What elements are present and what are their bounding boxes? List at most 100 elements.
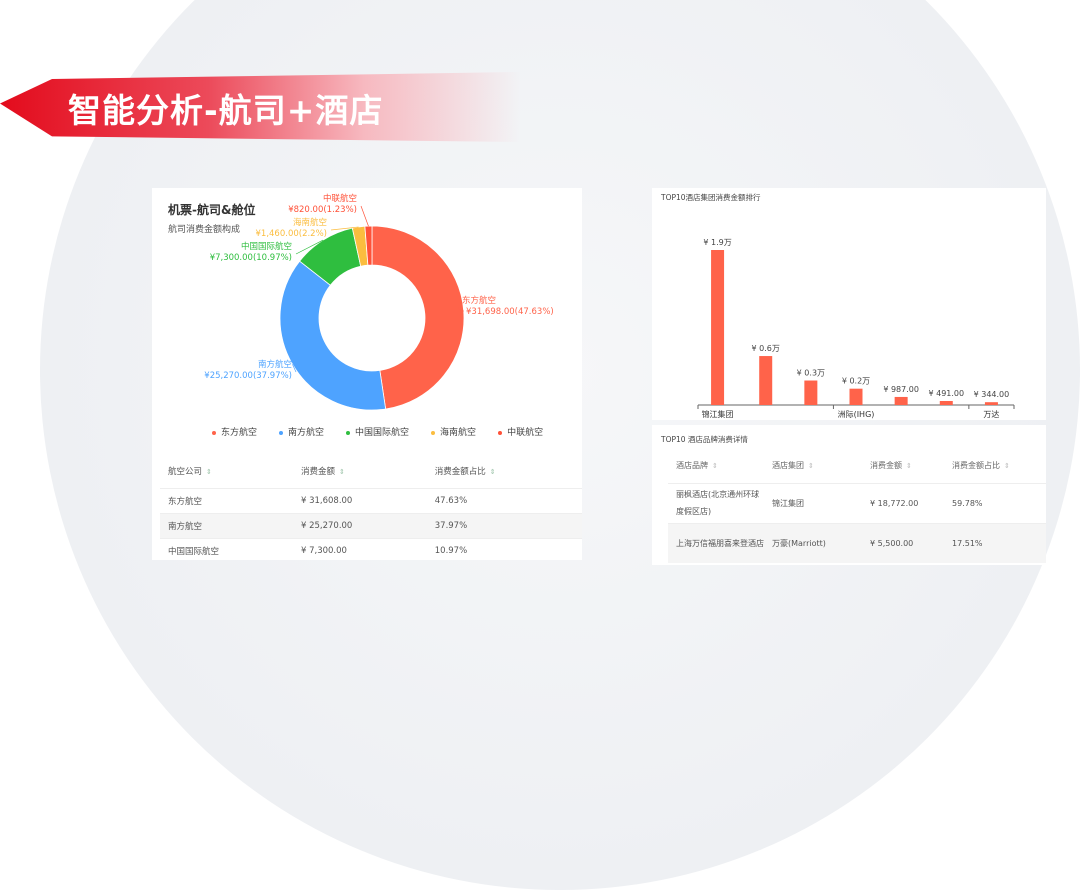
cell: 中国国际航空 xyxy=(160,537,293,563)
legend-item[interactable]: 中国国际航空 xyxy=(346,425,409,438)
label-leader-line xyxy=(295,239,324,255)
label-leader-line xyxy=(292,364,297,373)
slice-name-label: 中联航空 xyxy=(323,193,357,204)
table-title: TOP10 酒店品牌消费详情 xyxy=(661,435,748,444)
bar-data-label: ¥ 0.6万 xyxy=(752,344,780,353)
donut-slice[interactable] xyxy=(364,225,373,266)
page-title: 智能分析-航司+酒店 xyxy=(68,91,384,130)
header-label: 航空公司 xyxy=(168,466,203,477)
bar-data-label: ¥ 491.00 xyxy=(928,389,964,398)
x-tick-label: 锦江集团 xyxy=(702,409,734,419)
bar-data-label: ¥ 0.2万 xyxy=(842,377,870,386)
bar-data-label: ¥ 0.3万 xyxy=(797,369,825,378)
sort-icon[interactable]: ⇕ xyxy=(712,462,718,471)
airline-card: 机票-航司&舱位 航司消费金额构成 东方航空 ¥31,698.00(47.63%)… xyxy=(152,188,582,563)
hotel-group-chart-card: TOP10酒店集团消费金额排行 ¥ 1.9万 锦江集团 ¥ 0.6万 ¥ 0.3万 ¥ … xyxy=(652,188,1046,420)
slice-name-label: 南方航空 xyxy=(258,359,292,370)
table-row[interactable]: 南方航空 ¥ 25,270.00 37.97% xyxy=(160,512,582,538)
slice-name-label: 海南航空 xyxy=(293,217,327,228)
cell: 万豪(Marriott) xyxy=(764,522,862,563)
donut-slice[interactable] xyxy=(279,260,387,411)
legend-dot-icon xyxy=(346,430,351,435)
legend-dot-icon xyxy=(279,430,284,435)
legend-dot-icon xyxy=(431,430,436,435)
hotel-brand-card: TOP10 酒店品牌消费详情 酒店品牌 ⇕ 酒店集团 ⇕ 消费金额 ⇕ 消费金额占比 ⇕… xyxy=(652,425,1046,565)
sort-icon[interactable]: ⇕ xyxy=(906,462,912,471)
bar[interactable] xyxy=(849,388,863,405)
bar-data-label: ¥ 987.00 xyxy=(883,385,919,394)
slice-value-label: ¥25,270.00(37.97%) xyxy=(204,371,292,381)
hotel-table: 酒店品牌 ⇕ 酒店集团 ⇕ 消费金额 ⇕ 消费金额占比 ⇕ 丽枫酒店(北京通州环球度假区… xyxy=(668,449,1046,563)
legend-item[interactable]: 南方航空 xyxy=(279,425,324,438)
table-row[interactable]: 东方航空 ¥ 31,608.00 47.63% xyxy=(160,487,582,513)
header-label: 消费金额占比 xyxy=(952,461,1000,471)
column-header[interactable]: 酒店品牌 ⇕ xyxy=(668,449,764,483)
chart-title: TOP10酒店集团消费金额排行 xyxy=(661,193,761,202)
legend-item[interactable]: 东方航空 xyxy=(212,425,257,438)
legend-item[interactable]: 海南航空 xyxy=(431,425,476,438)
cell: ¥ 7,300.00 xyxy=(292,537,427,563)
cell: ¥ 18,772.00 xyxy=(862,482,944,523)
sort-icon[interactable]: ⇕ xyxy=(1004,462,1010,471)
slice-name-label: 中国国际航空 xyxy=(241,241,292,252)
legend-item[interactable]: 中联航空 xyxy=(498,425,543,438)
cell: 东方航空 xyxy=(160,487,293,513)
slice-name-label: 东方航空 xyxy=(462,295,496,306)
column-header[interactable]: 消费金额占比 ⇕ xyxy=(427,454,582,488)
header-label: 消费金额占比 xyxy=(434,466,486,477)
bar[interactable] xyxy=(759,356,773,405)
bar-data-label: ¥ 1.9万 xyxy=(703,238,731,247)
x-tick-label: 万达 xyxy=(983,409,999,419)
bar[interactable] xyxy=(804,380,818,405)
bar[interactable] xyxy=(984,402,998,405)
legend-label: 海南航空 xyxy=(440,428,477,438)
donut-slice[interactable] xyxy=(371,225,465,410)
column-header[interactable]: 酒店集团 ⇕ xyxy=(764,449,862,483)
bar[interactable] xyxy=(711,250,725,405)
cell: 南方航空 xyxy=(160,512,293,538)
banner xyxy=(0,72,520,142)
cell: 10.97% xyxy=(426,537,582,563)
cell: 上海万信福朋喜来登酒店 xyxy=(668,522,764,563)
column-header[interactable]: 消费金额 ⇕ xyxy=(862,449,944,483)
cell: ¥ 25,270.00 xyxy=(292,512,427,538)
cell: 47.63% xyxy=(426,487,582,513)
bar-data-label: ¥ 344.00 xyxy=(974,390,1010,399)
bar[interactable] xyxy=(894,396,908,405)
label-leader-line xyxy=(360,205,369,227)
cell: 37.97% xyxy=(426,512,582,538)
cell: ¥ 5,500.00 xyxy=(862,522,944,563)
legend-dot-icon xyxy=(212,430,216,435)
label-leader-line xyxy=(457,307,464,312)
legend-label: 南方航空 xyxy=(288,428,325,438)
table-row[interactable]: 中国国际航空 ¥ 7,300.00 10.97% xyxy=(160,537,582,563)
card-title: 机票-航司&舱位 xyxy=(168,203,256,217)
cell: 丽枫酒店(北京通州环球度假区店) xyxy=(668,482,764,523)
header-label: 消费金额 xyxy=(870,461,902,471)
chart-legend: 东方航空 南方航空 中国国际航空 海南航空 中联航空 xyxy=(212,425,543,438)
slice-value-label: ¥31,698.00(47.63%) xyxy=(466,307,554,317)
slice-value-label: ¥1,460.00(2.2%) xyxy=(256,229,328,239)
sort-icon[interactable]: ⇕ xyxy=(808,462,814,471)
donut-chart: 东方航空¥31,698.00(47.63%) 南方航空¥25,270.00(37.… xyxy=(204,193,554,411)
label-leader-line xyxy=(330,226,359,231)
cell: 锦江集团 xyxy=(764,482,862,523)
legend-label: 中联航空 xyxy=(507,428,544,438)
column-header[interactable]: 消费金额占比 ⇕ xyxy=(944,449,1046,483)
sort-icon[interactable]: ⇕ xyxy=(206,467,212,476)
bar[interactable] xyxy=(939,400,953,405)
table-row[interactable]: 上海万信福朋喜来登酒店 万豪(Marriott) ¥ 5,500.00 17.51% xyxy=(668,522,1046,563)
column-header[interactable]: 航空公司 ⇕ xyxy=(160,454,293,488)
x-tick-label: 洲际(IHG) xyxy=(838,410,875,419)
sort-icon[interactable]: ⇕ xyxy=(338,467,345,476)
header-label: 酒店集团 xyxy=(772,461,804,471)
header-label: 消费金额 xyxy=(300,466,335,477)
table-row[interactable]: 丽枫酒店(北京通州环球度假区店) 锦江集团 ¥ 18,772.00 59.78% xyxy=(668,482,1046,523)
legend-label: 中国国际航空 xyxy=(355,428,410,438)
card-subtitle: 航司消费金额构成 xyxy=(168,225,241,235)
slice-value-label: ¥820.00(1.23%) xyxy=(288,205,357,215)
column-header[interactable]: 消费金额 ⇕ xyxy=(293,454,427,488)
sort-icon[interactable]: ⇕ xyxy=(489,467,496,476)
cell: 59.78% xyxy=(944,482,1046,523)
